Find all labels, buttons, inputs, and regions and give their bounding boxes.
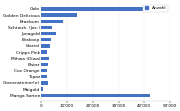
Bar bbox=[41, 26, 52, 29]
Bar bbox=[41, 63, 48, 66]
Bar bbox=[41, 38, 51, 42]
Bar bbox=[41, 7, 144, 11]
Bar bbox=[41, 57, 49, 60]
Bar bbox=[41, 13, 77, 17]
Bar bbox=[41, 69, 47, 72]
Bar bbox=[41, 32, 56, 35]
Bar bbox=[41, 87, 43, 91]
Legend: Anzahl: Anzahl bbox=[143, 5, 168, 12]
Bar bbox=[41, 20, 63, 23]
Bar bbox=[41, 94, 150, 97]
Bar bbox=[41, 50, 47, 54]
Bar bbox=[41, 44, 50, 48]
Bar bbox=[41, 81, 48, 85]
Bar bbox=[41, 75, 47, 78]
